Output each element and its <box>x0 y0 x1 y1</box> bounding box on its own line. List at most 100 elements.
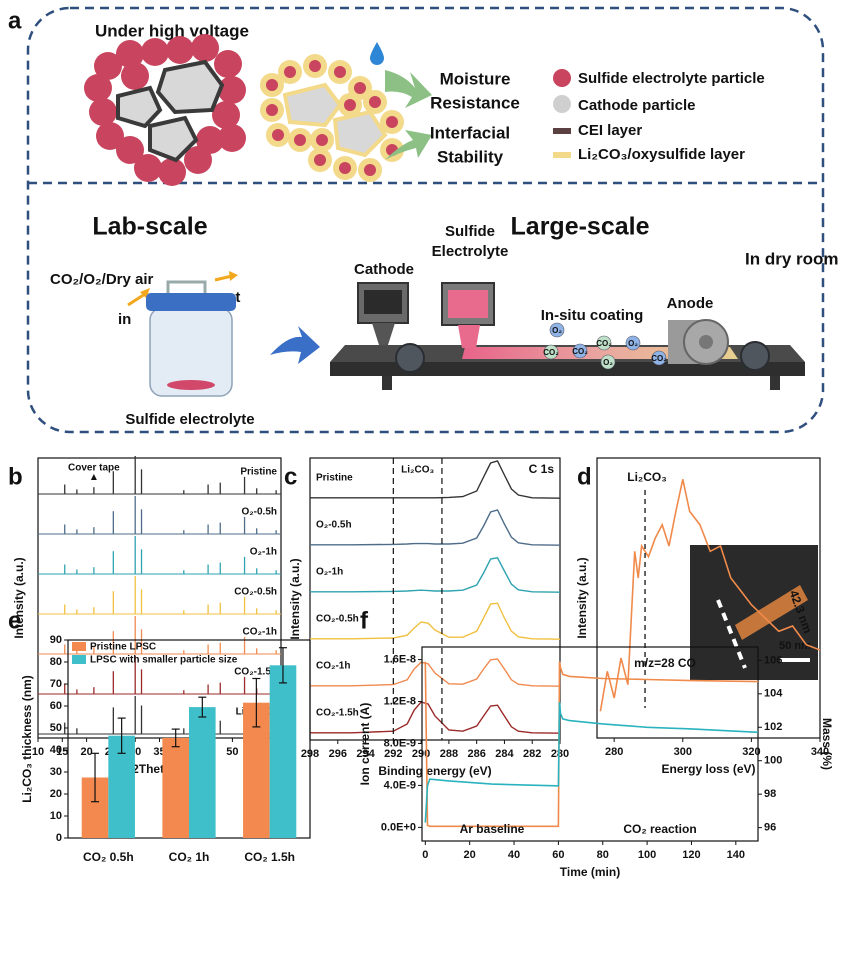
anode-core <box>699 335 713 349</box>
y-axis-label: Intensity (a.u.) <box>288 558 302 639</box>
legend-swatch <box>72 642 86 651</box>
molecule <box>600 354 616 370</box>
spectrum <box>310 701 561 734</box>
annotation: Ar baseline <box>460 822 525 836</box>
molecule-label: CO₂ <box>651 354 667 363</box>
sulfide-particle <box>364 164 376 176</box>
y-tick-label: 1.6E-8 <box>384 653 416 665</box>
x-tick-label: 120 <box>682 849 700 861</box>
sulfide-particle <box>272 129 284 141</box>
series-label: Pristine <box>316 472 353 483</box>
annotation: Cover tape <box>68 463 120 474</box>
molecule <box>596 335 612 351</box>
x-tick-label: 290 <box>412 748 430 760</box>
sulfide-particle <box>121 62 149 90</box>
legend-swatch <box>553 152 571 158</box>
y-tick-label: 1.2E-8 <box>384 695 416 707</box>
sulfide-particle <box>339 162 351 174</box>
panel-label: b <box>8 463 23 490</box>
tem-inset <box>690 545 818 680</box>
x-tick-label: 20 <box>80 746 92 758</box>
leg <box>770 372 780 390</box>
panel-label: d <box>577 463 592 490</box>
particle-cluster <box>84 34 246 186</box>
leg <box>382 372 392 390</box>
legend-label: LPSC with smaller particle size <box>90 655 238 666</box>
x-tick-label: 280 <box>551 748 569 760</box>
x-tick-label: 15 <box>56 746 68 758</box>
y2-tick-label: 104 <box>764 688 783 700</box>
nozzle <box>458 325 480 348</box>
sulfide-particle <box>134 154 162 182</box>
sulfide-particle <box>196 126 224 154</box>
molecule-label: O₂ <box>628 339 638 348</box>
y2-tick-label: 98 <box>764 788 776 800</box>
x-axis-label: Time (min) <box>560 865 620 879</box>
molecule-label: CO₂ <box>543 348 559 357</box>
bar <box>269 665 297 838</box>
series-label: CO₂-1.5h <box>234 667 277 678</box>
green-arrow <box>385 70 432 108</box>
x-tick-label: 300 <box>674 746 692 758</box>
molecule <box>625 335 641 351</box>
electrolyte-slurry <box>448 290 488 318</box>
sulfide-particle <box>94 52 122 80</box>
room-label: In dry room <box>745 249 839 268</box>
region-label: Li₂CO₃ <box>401 465 434 476</box>
electrolyte-label: Sulfide <box>445 223 495 240</box>
y-tick-label: 8.0E-9 <box>384 737 416 749</box>
marker-label: Li₂CO₃ <box>627 470 667 484</box>
series-line <box>424 661 759 828</box>
sample-label: Sulfide electrolyte <box>125 411 254 428</box>
section-title: Large-scale <box>511 213 650 241</box>
y-axis-label: Intensity (a.u.) <box>575 557 589 638</box>
sulfide-particle <box>334 66 346 78</box>
jar-lid <box>146 293 236 311</box>
series-label: CO₂-1.5h <box>316 707 359 718</box>
y-tick-label: 20 <box>50 788 62 800</box>
legend-swatch <box>553 95 571 113</box>
inlet-label: in <box>118 311 131 328</box>
cathode-label: Cathode <box>354 261 414 278</box>
y-tick-label: 70 <box>50 678 62 690</box>
molecule <box>651 350 667 366</box>
y-tick-label: 60 <box>50 700 62 712</box>
series-line <box>424 702 759 823</box>
y-tick-label: 30 <box>50 766 62 778</box>
x-tick-label: 286 <box>467 748 485 760</box>
panel-label: e <box>8 607 21 634</box>
x-tick-label: 50 <box>226 746 238 758</box>
molecule <box>543 344 559 360</box>
sulfide-particle <box>191 34 219 62</box>
molecule-label: CO₂ <box>596 339 612 348</box>
y2-axis-label: Mass (%) <box>820 718 834 770</box>
process-arrow <box>270 326 320 364</box>
x-tick-label: 10 <box>32 746 44 758</box>
legend-swatch <box>553 69 571 87</box>
cathode-rocks <box>116 59 225 163</box>
panel-label: c <box>284 463 297 490</box>
coated-cluster <box>260 54 404 182</box>
x-tick-label: 288 <box>440 748 458 760</box>
legend-swatch <box>553 128 571 134</box>
y-tick-label: 40 <box>50 744 62 756</box>
cathode-particle <box>148 115 199 163</box>
annotation: CO₂ reaction <box>623 822 696 836</box>
spectrum <box>310 460 561 499</box>
y2-tick-label: 100 <box>764 755 782 767</box>
sulfide-particle <box>284 66 296 78</box>
molecule-label: O₂ <box>552 326 562 335</box>
sulfide-particle <box>116 40 144 68</box>
x-tick-label: CO₂ 1.5h <box>244 850 295 864</box>
sulfide-particle <box>266 104 278 116</box>
sulfide-particle <box>212 101 240 129</box>
sulfide-particle <box>166 36 194 64</box>
panel-label: a <box>8 7 22 34</box>
belt-front <box>330 362 805 376</box>
x-tick-label: 280 <box>605 746 623 758</box>
sulfide-particle <box>266 79 278 91</box>
legend-swatch <box>72 655 86 664</box>
x-tick-label: 294 <box>356 748 375 760</box>
legend-label: Li₂CO₃/oxysulfide layer <box>578 146 745 163</box>
x-axis-label: Energy loss (eV) <box>661 762 755 776</box>
